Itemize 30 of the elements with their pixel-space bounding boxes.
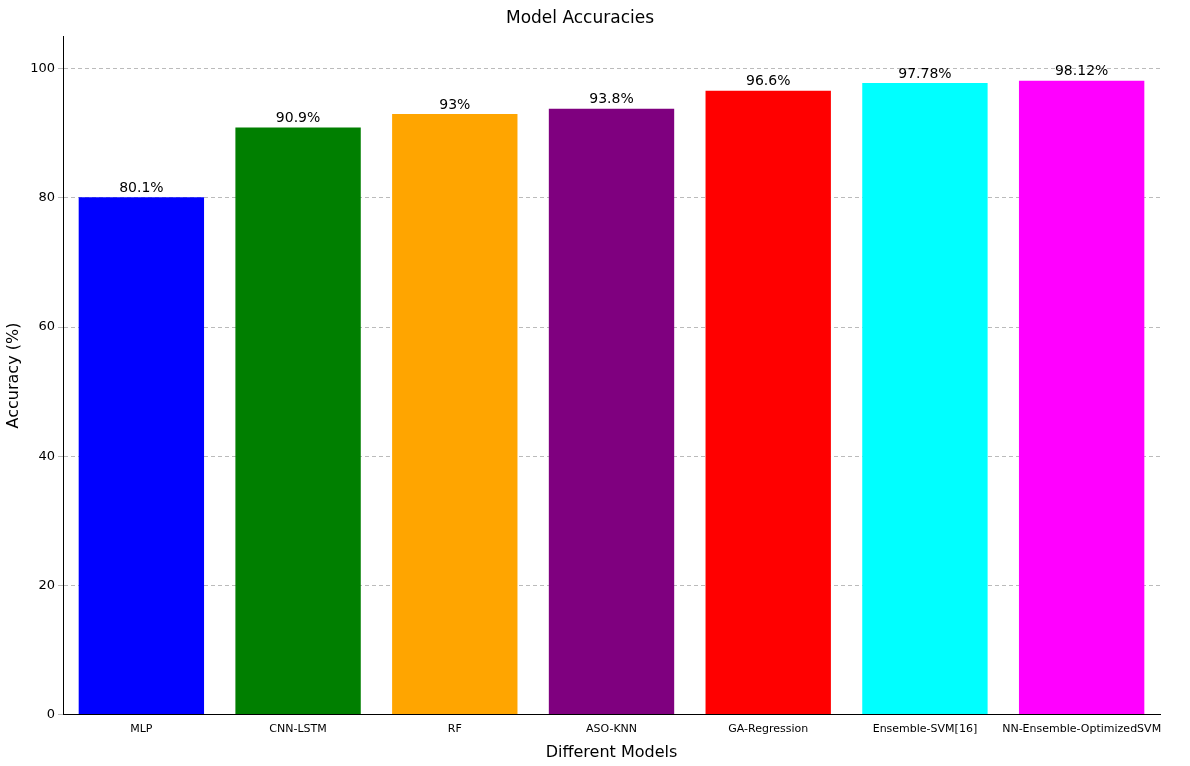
data-label: 97.78% [898,64,952,81]
data-label: 80.1% [119,178,164,195]
bar [862,83,988,715]
data-label: 96.6% [745,72,791,89]
chart-title: Model Accuracies [505,6,655,27]
x-tick-label: GA-Regression [728,722,809,736]
data-label: 93.8% [589,90,634,107]
y-tick-label: 20 [38,576,56,592]
bar [392,113,518,715]
x-tick-label: NN-Ensemble-OptimizedSVM [1002,722,1162,736]
y-axis-title: Accuracy (%) [2,322,22,429]
bar [1018,80,1145,715]
x-axis-title: Different Models [545,741,678,761]
data-label: 98.12% [1054,62,1109,79]
x-tick-label: Ensemble-SVM[16] [872,722,978,736]
y-tick-label: 40 [38,447,56,463]
y-tick-label: 80 [38,189,56,205]
data-label: 93% [439,95,471,112]
bar [705,90,831,715]
y-tick-label: 100 [30,60,56,76]
y-tick-label: 60 [38,318,56,334]
data-label: 90.9% [275,109,321,126]
x-tick-label: ASO-KNN [585,722,638,736]
bar [548,108,675,715]
x-tick-label: CNN-LSTM [269,722,327,736]
x-tick-label: MLP [130,722,153,736]
x-tick-label: RF [447,722,462,736]
bar [78,197,205,715]
bar [235,127,361,715]
y-tick-label: 0 [46,705,56,721]
